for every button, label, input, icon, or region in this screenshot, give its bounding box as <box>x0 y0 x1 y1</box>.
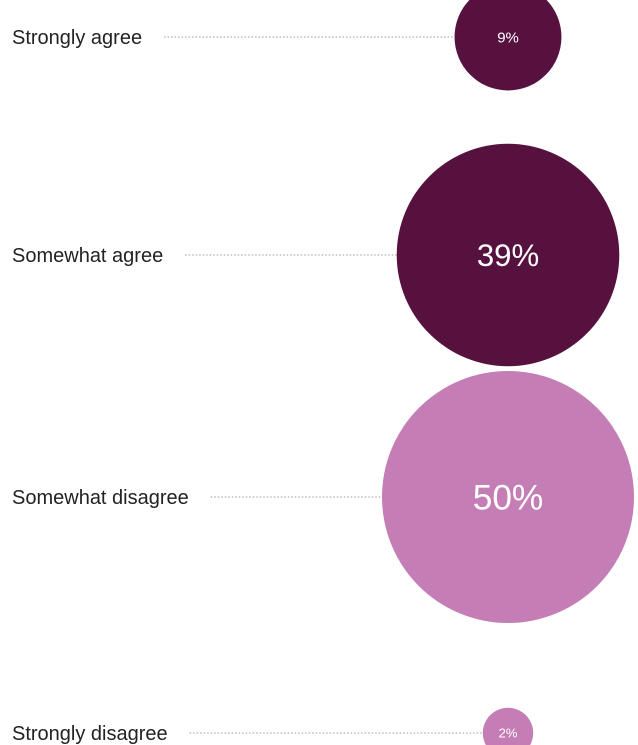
category-label-strongly-disagree: Strongly disagree <box>12 723 168 745</box>
bubble-strongly-disagree <box>482 707 534 745</box>
category-label-somewhat-agree: Somewhat agree <box>12 245 163 267</box>
category-label-somewhat-disagree: Somewhat disagree <box>12 487 189 509</box>
value-label-strongly-disagree: 2% <box>499 726 518 741</box>
bubble-somewhat-disagree <box>382 371 634 623</box>
category-label-strongly-agree: Strongly agree <box>12 27 142 49</box>
value-label-somewhat-agree: 39% <box>477 238 539 273</box>
bubble-strongly-agree <box>454 0 562 91</box>
value-label-strongly-agree: 9% <box>497 29 519 46</box>
bubble-somewhat-agree <box>396 143 620 367</box>
value-label-somewhat-disagree: 50% <box>473 479 544 518</box>
